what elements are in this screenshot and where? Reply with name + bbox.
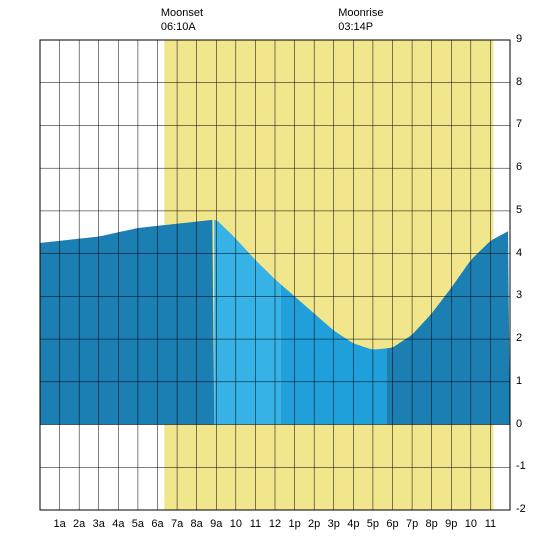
x-tick-label: 7p xyxy=(406,518,418,530)
chart-svg xyxy=(0,0,550,550)
y-tick-label: 6 xyxy=(516,161,522,173)
x-tick-label: 1p xyxy=(288,518,300,530)
x-tick-label: 12 xyxy=(269,518,281,530)
x-tick-label: 10 xyxy=(230,518,242,530)
x-tick-label: 6a xyxy=(151,518,163,530)
moon-annotation: Moonset06:10A xyxy=(161,6,203,35)
x-tick-label: 11 xyxy=(250,518,261,530)
x-tick-label: 9p xyxy=(445,518,457,530)
x-tick-label: 3a xyxy=(93,518,105,530)
x-tick-label: 10 xyxy=(465,518,477,530)
x-tick-label: 5p xyxy=(367,518,379,530)
x-tick-label: 2p xyxy=(308,518,320,530)
y-tick-label: -2 xyxy=(516,503,526,515)
x-tick-label: 5a xyxy=(132,518,144,530)
y-tick-label: 2 xyxy=(516,332,522,344)
x-tick-label: 11 xyxy=(485,518,496,530)
x-tick-label: 8p xyxy=(426,518,438,530)
y-tick-label: 7 xyxy=(516,118,522,130)
x-tick-label: 4p xyxy=(347,518,359,530)
x-tick-label: 9a xyxy=(210,518,222,530)
x-tick-label: 2a xyxy=(73,518,85,530)
x-tick-label: 8a xyxy=(191,518,203,530)
x-tick-label: 6p xyxy=(386,518,398,530)
x-tick-label: 3p xyxy=(328,518,340,530)
y-tick-label: 0 xyxy=(516,418,522,430)
y-tick-label: -1 xyxy=(516,460,526,472)
x-tick-label: 4a xyxy=(112,518,124,530)
y-tick-label: 9 xyxy=(516,33,522,45)
y-tick-label: 3 xyxy=(516,289,522,301)
y-tick-label: 5 xyxy=(516,204,522,216)
y-tick-label: 1 xyxy=(516,375,522,387)
x-tick-label: 7a xyxy=(171,518,183,530)
moon-annotation: Moonrise03:14P xyxy=(338,6,383,35)
y-tick-label: 8 xyxy=(516,76,522,88)
x-tick-label: 1a xyxy=(53,518,65,530)
y-tick-label: 4 xyxy=(516,247,522,259)
tide-chart: -2-101234567891a2a3a4a5a6a7a8a9a1011121p… xyxy=(0,0,550,550)
